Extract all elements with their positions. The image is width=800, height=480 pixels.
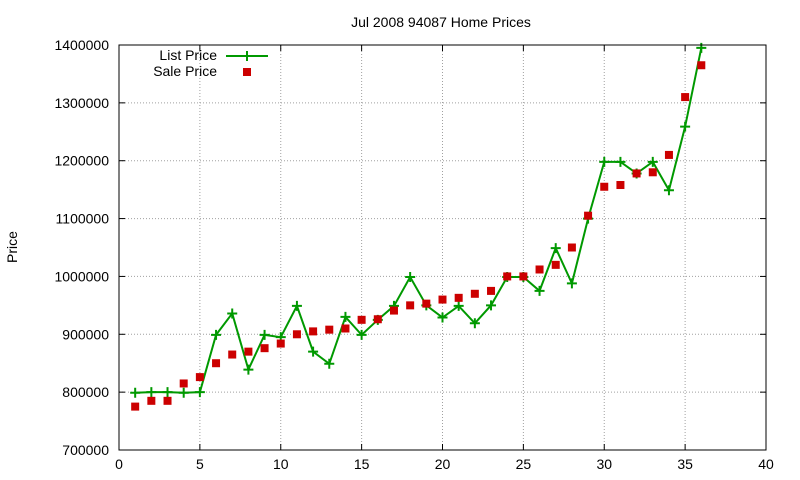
sale-price-point: [681, 93, 690, 102]
y-tick-label: 1400000: [54, 37, 109, 53]
sale-price-point: [422, 299, 431, 308]
list-price-line: [135, 47, 703, 394]
sale-price-point: [470, 289, 479, 298]
list-price-point: [194, 387, 205, 398]
sale-price-point: [648, 168, 657, 177]
list-price-point: [340, 311, 351, 322]
sale-price-point: [616, 181, 625, 190]
sale-price-point: [260, 344, 269, 353]
legend-swatch-sale-price: [243, 68, 251, 76]
list-price-point: [162, 387, 173, 398]
y-tick-label: 1300000: [54, 95, 109, 111]
sale-price-point: [503, 272, 512, 281]
sale-price-point: [309, 327, 318, 336]
sale-price-point: [276, 339, 285, 348]
chart-title: Jul 2008 94087 Home Prices: [351, 14, 531, 30]
x-tick-label: 10: [273, 456, 289, 472]
sale-price-point: [244, 347, 253, 356]
list-price-point: [259, 329, 270, 340]
y-tick-label: 800000: [62, 384, 109, 400]
sale-price-point: [487, 286, 496, 295]
plot-frame: [118, 44, 767, 451]
list-price-point: [324, 358, 335, 369]
x-tick-label: 15: [354, 456, 370, 472]
sale-price-point: [341, 324, 350, 333]
sale-price-point: [584, 211, 593, 220]
sale-price-point: [163, 396, 172, 405]
sale-price-point: [664, 150, 673, 159]
grid: [119, 45, 766, 450]
list-price-point: [243, 364, 254, 375]
axis-ticks: 0 5 10 15 20 25 30 35 40 700000 800000 900000 100000…: [54, 37, 774, 472]
sale-price-point: [389, 306, 398, 315]
list-price-point: [696, 42, 707, 53]
y-axis-label: Price: [4, 231, 20, 263]
sale-price-point: [357, 315, 366, 324]
sale-price-point: [228, 350, 237, 359]
list-price-point: [146, 387, 157, 398]
sale-price-point: [600, 182, 609, 191]
x-tick-label: 25: [516, 456, 532, 472]
list-price-point: [680, 121, 691, 132]
list-price-point: [453, 300, 464, 311]
sale-price-point: [551, 260, 560, 269]
list-price-point: [486, 300, 497, 311]
legend-swatch-list-price-marker: [242, 51, 252, 61]
list-price-point: [437, 312, 448, 323]
sale-price-point: [567, 243, 576, 252]
y-tick-label: 1200000: [54, 153, 109, 169]
list-price-point: [211, 329, 222, 340]
x-tick-label: 30: [596, 456, 612, 472]
sale-price-point: [131, 402, 140, 411]
list-price-point: [647, 156, 658, 167]
list-price-point: [308, 346, 319, 357]
sale-price-point: [519, 272, 528, 281]
list-price-point: [227, 308, 238, 319]
x-tick-label: 35: [677, 456, 693, 472]
list-price-point: [178, 387, 189, 398]
legend-label-list-price: List Price: [159, 47, 217, 63]
sale-price-point: [454, 293, 463, 302]
x-tick-label: 5: [196, 456, 204, 472]
y-tick-label: 900000: [62, 326, 109, 342]
sale-price-point: [697, 61, 706, 70]
x-tick-label: 40: [758, 456, 774, 472]
list-price-point: [663, 185, 674, 196]
sale-price-point: [438, 295, 447, 304]
y-tick-label: 1000000: [54, 268, 109, 284]
x-tick-label: 20: [435, 456, 451, 472]
sale-price-point: [179, 379, 188, 388]
sale-price-point: [325, 325, 334, 334]
list-price-point: [469, 318, 480, 329]
sale-price-point: [195, 373, 204, 382]
list-price-point: [566, 278, 577, 289]
list-price-point: [356, 329, 367, 340]
list-price-point: [599, 156, 610, 167]
list-price-point: [550, 243, 561, 254]
sale-price-point: [292, 330, 301, 339]
list-price-point: [615, 156, 626, 167]
y-tick-label: 700000: [62, 442, 109, 458]
list-price-point: [534, 285, 545, 296]
series: [130, 42, 707, 411]
list-price-point: [405, 272, 416, 283]
legend-label-sale-price: Sale Price: [153, 63, 217, 79]
x-tick-label: 0: [115, 456, 123, 472]
list-price-point: [130, 387, 141, 398]
sale-price-point: [373, 315, 382, 324]
sale-price-point: [212, 359, 221, 368]
y-tick-label: 1100000: [56, 211, 110, 227]
sale-price-point: [535, 265, 544, 274]
list-price-point: [291, 300, 302, 311]
sale-price-point: [406, 301, 415, 310]
sale-price-point: [147, 396, 156, 405]
sale-price-point: [632, 169, 641, 178]
